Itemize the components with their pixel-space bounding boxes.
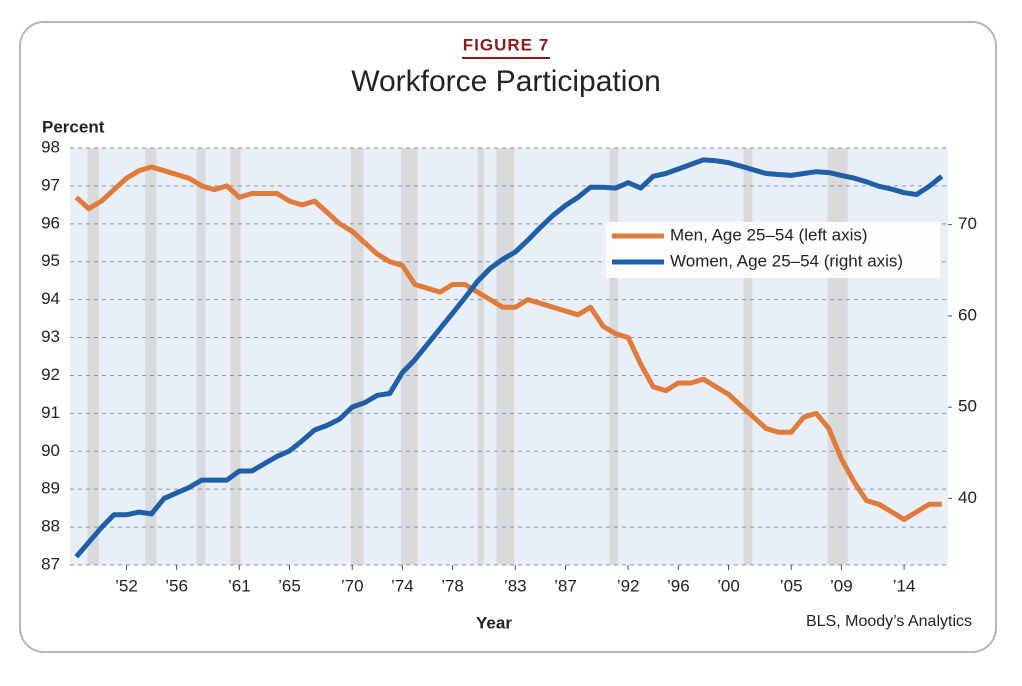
legend-label: Women, Age 25–54 (right axis) — [670, 251, 903, 270]
x-axis-label: Year — [476, 613, 512, 632]
x-tick-label: ’87 — [554, 576, 577, 595]
x-tick-label: ’83 — [504, 576, 527, 595]
shaded-period — [743, 148, 753, 565]
plot: 87 88 89 90 91 92 93 94 95 96 97 98 40 50 60 70 ’52 ’56 ’6… — [41, 137, 977, 595]
series-line — [74, 164, 942, 522]
x-tick-label: ’78 — [441, 576, 464, 595]
figure-label: FIGURE 7 — [463, 35, 549, 54]
source: BLS, Moody’s Analytics — [806, 613, 972, 630]
shaded-period — [87, 148, 99, 565]
shaded-period — [196, 148, 206, 565]
shaded-period — [145, 148, 157, 565]
y2-tick-label: 40 — [958, 488, 977, 507]
y-axis-label: Percent — [42, 117, 105, 136]
x-tick-label: ’05 — [780, 576, 803, 595]
shaded-period — [230, 148, 241, 565]
series-line — [74, 157, 944, 559]
legend-label: Men, Age 25–54 (left axis) — [670, 225, 868, 244]
x-tick-label: ’52 — [115, 576, 138, 595]
y-tick-label: 89 — [41, 479, 60, 498]
y-tick-label: 87 — [41, 554, 60, 573]
y-tick-label: 95 — [41, 251, 60, 270]
x-tick-label: ’09 — [830, 576, 853, 595]
shaded-period — [609, 148, 619, 565]
y-tick-label: 91 — [41, 403, 60, 422]
y-tick-label: 92 — [41, 365, 60, 384]
shaded-period — [350, 148, 364, 565]
shaded-period — [496, 148, 515, 565]
shaded-period — [827, 148, 848, 565]
y2-tick-label: 60 — [958, 305, 977, 324]
y-tick-label: 90 — [41, 441, 60, 460]
y2-tick-label: 70 — [958, 214, 977, 233]
y-tick-label: 96 — [41, 213, 60, 232]
x-tick-label: ’70 — [341, 576, 364, 595]
y-tick-label: 93 — [41, 327, 60, 346]
x-tick-label: ’61 — [228, 576, 251, 595]
x-tick-label: ’56 — [165, 576, 188, 595]
x-tick-label: ’74 — [391, 576, 414, 595]
shaded-period — [477, 148, 484, 565]
x-tick-label: ’92 — [617, 576, 640, 595]
legend-box — [606, 222, 940, 278]
y-tick-label: 94 — [41, 289, 60, 308]
y-tick-label: 97 — [41, 175, 60, 194]
y-tick-label: 88 — [41, 517, 60, 536]
x-tick-label: ’65 — [278, 576, 301, 595]
y-tick-label: 98 — [41, 137, 60, 156]
x-tick-label: ’14 — [893, 576, 916, 595]
x-tick-label: ’00 — [717, 576, 740, 595]
chart-title: Workforce Participation — [351, 65, 661, 98]
x-tick-label: ’96 — [667, 576, 690, 595]
y2-tick-label: 50 — [958, 397, 977, 416]
shaded-period — [401, 148, 418, 565]
